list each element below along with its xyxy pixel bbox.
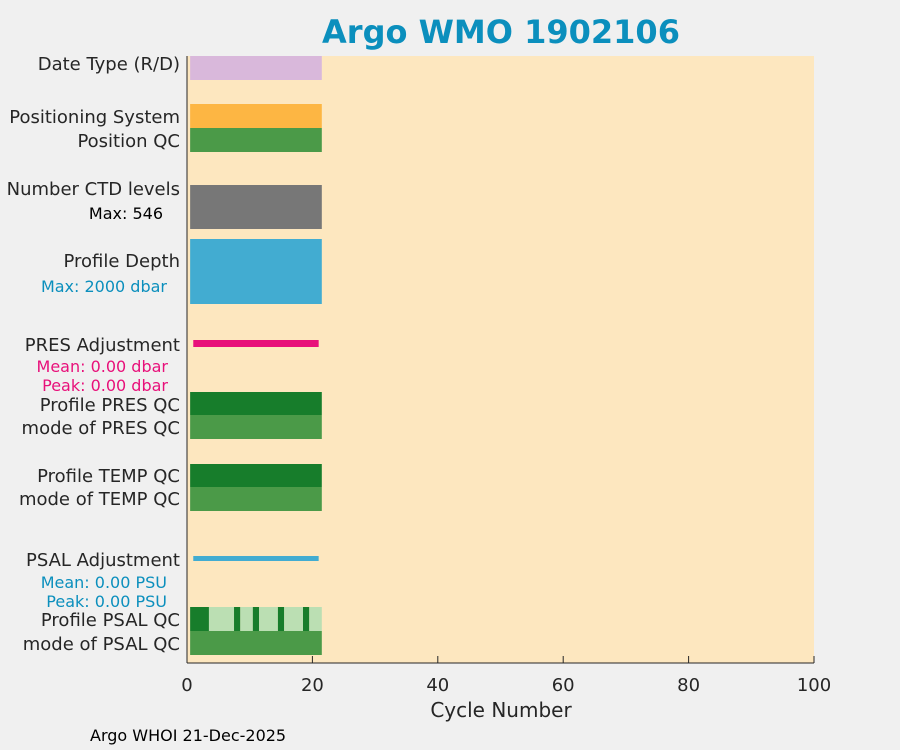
bar-psal-adjustment-0 xyxy=(193,556,319,561)
bar-profile-pres-qc-0 xyxy=(190,392,322,415)
bar-number-ctd-levels-0 xyxy=(190,185,322,229)
bar-profile-psal-qc-7 xyxy=(284,607,303,631)
bar-position-qc-0 xyxy=(190,128,322,152)
row-label-psal-adjustment: PSAL Adjustment xyxy=(26,550,180,571)
bar-mode-of-psal-qc-0 xyxy=(190,631,322,655)
row-label-date-type: Date Type (R/D) xyxy=(38,54,180,75)
row-label-profile-psal-qc: Profile PSAL QC xyxy=(41,610,180,631)
row-label-profile-depth: Profile Depth xyxy=(63,251,180,272)
annotation-psal-mean: Mean: 0.00 PSU xyxy=(41,573,167,592)
bar-profile-psal-qc-9 xyxy=(309,607,322,631)
annotation-pres-peak: Peak: 0.00 dbar xyxy=(42,376,168,395)
bar-positioning-system-0 xyxy=(190,104,322,128)
row-label-position-qc: Position QC xyxy=(77,131,180,152)
x-tick-label-100: 100 xyxy=(797,675,831,696)
row-label-mode-temp-qc: mode of TEMP QC xyxy=(19,489,180,510)
row-label-positioning-system: Positioning System xyxy=(9,107,180,128)
footer-text: Argo WHOI 21-Dec-2025 xyxy=(90,726,286,745)
bar-profile-psal-qc-2 xyxy=(234,607,241,631)
row-label-profile-temp-qc: Profile TEMP QC xyxy=(37,466,180,487)
bar-profile-psal-qc-4 xyxy=(252,607,260,631)
x-tick-label-40: 40 xyxy=(426,675,449,696)
annotation-depth-max: Max: 2000 dbar xyxy=(41,277,167,296)
status-bars xyxy=(190,56,322,655)
plot-background xyxy=(187,56,814,663)
bar-profile-psal-qc-8 xyxy=(302,607,310,631)
bar-profile-depth-0 xyxy=(190,239,322,304)
row-label-profile-pres-qc: Profile PRES QC xyxy=(40,395,180,416)
x-tick-label-80: 80 xyxy=(677,675,700,696)
annotation-psal-peak: Peak: 0.00 PSU xyxy=(46,592,167,611)
bar-pres-adjustment-0 xyxy=(193,340,319,347)
annotation-pres-mean: Mean: 0.00 dbar xyxy=(37,357,169,376)
x-tick-label-20: 20 xyxy=(301,675,324,696)
row-label-mode-pres-qc: mode of PRES QC xyxy=(22,418,180,439)
bar-mode-of-temp-qc-0 xyxy=(190,487,322,511)
x-axis-ticks: 0 20 40 60 80 100 xyxy=(181,656,831,696)
x-axis-label: Cycle Number xyxy=(430,698,572,722)
bar-profile-temp-qc-0 xyxy=(190,464,322,487)
x-tick-label-0: 0 xyxy=(181,675,192,696)
bar-profile-psal-qc-3 xyxy=(240,607,253,631)
row-label-mode-psal-qc: mode of PSAL QC xyxy=(23,634,180,655)
bar-profile-psal-qc-0 xyxy=(190,607,209,631)
annotation-ctd-max: Max: 546 xyxy=(89,204,163,223)
x-tick-label-60: 60 xyxy=(552,675,575,696)
row-label-ctd-levels: Number CTD levels xyxy=(7,179,180,200)
bar-profile-psal-qc-5 xyxy=(259,607,278,631)
row-label-pres-adjustment: PRES Adjustment xyxy=(25,335,180,356)
bar-profile-psal-qc-6 xyxy=(277,607,285,631)
row-labels: Date Type (R/D) Positioning System Posit… xyxy=(7,54,180,655)
bar-mode-of-pres-qc-0 xyxy=(190,415,322,439)
row-annotations: Max: 546 Max: 2000 dbar Mean: 0.00 dbar … xyxy=(37,204,169,611)
chart-title: Argo WMO 1902106 xyxy=(322,13,680,51)
bar-profile-psal-qc-1 xyxy=(208,607,235,631)
bar-date-type-r-d-0 xyxy=(190,56,322,80)
